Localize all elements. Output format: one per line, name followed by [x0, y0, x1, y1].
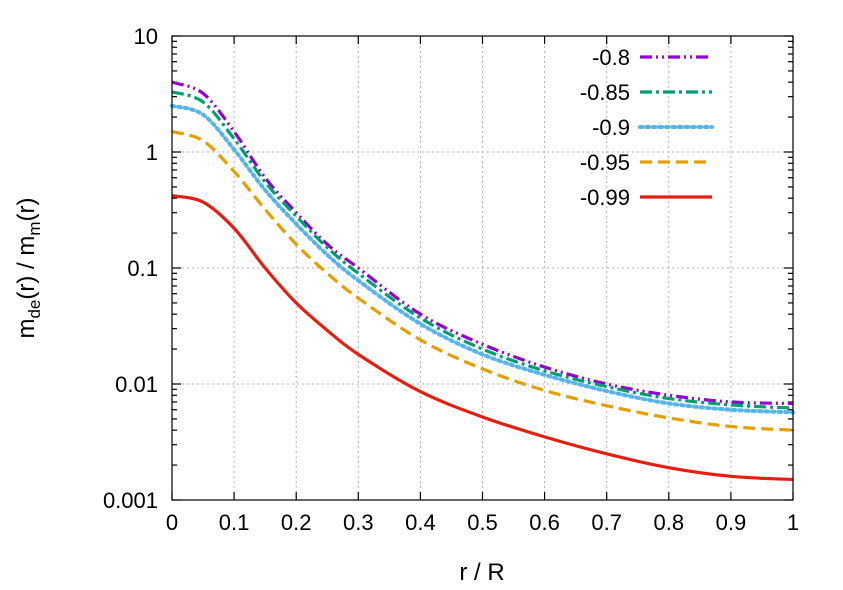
- y-axis-label-main: m: [13, 319, 40, 339]
- series-line: [170, 103, 795, 415]
- y-axis-label-sub2: m: [25, 221, 44, 235]
- x-tick-label: 0.5: [467, 510, 498, 535]
- legend: -0.8 -0.85 -0.9 -0.95 -0.99: [580, 45, 714, 210]
- x-tick-label: 0.6: [529, 510, 560, 535]
- series-lines: [170, 80, 795, 482]
- y-tick-label: 0.001: [103, 488, 158, 513]
- y-tick-label: 10: [134, 24, 158, 49]
- y-tick-label: 0.01: [115, 372, 158, 397]
- grid: [172, 36, 793, 500]
- x-tick-label: 1: [787, 510, 799, 535]
- y-axis-label-sub1: de: [25, 300, 44, 319]
- series-line: [171, 194, 794, 482]
- legend-label: -0.9: [592, 115, 630, 140]
- y-tick-label: 0.1: [127, 256, 158, 281]
- x-tick-label: 0.7: [591, 510, 622, 535]
- plot-frame: [171, 35, 794, 501]
- y-axis-label-mid: (r) / m: [13, 236, 40, 300]
- ticks: 0 0.1 0.2 0.3 0.4 0.5 0.6 0.7 0.8 0.9 1 0.001 0.01 0.…: [103, 24, 799, 535]
- y-tick-label: 1: [146, 140, 158, 165]
- legend-label: -0.95: [580, 150, 630, 175]
- legend-label: -0.8: [592, 45, 630, 70]
- x-tick-label: 0.3: [343, 510, 374, 535]
- x-tick-label: 0: [166, 510, 178, 535]
- legend-label: -0.85: [580, 80, 630, 105]
- legend-label: -0.99: [580, 185, 630, 210]
- x-axis-label: r / R: [459, 559, 504, 586]
- y-axis-label: mde(r) / mm(r): [13, 197, 44, 338]
- series-line: [171, 90, 794, 410]
- series-line: [171, 80, 794, 406]
- x-tick-label: 0.4: [405, 510, 436, 535]
- y-axis-label-end: (r): [13, 197, 40, 221]
- x-tick-label: 0.9: [716, 510, 747, 535]
- series-line: [171, 130, 794, 432]
- x-tick-label: 0.1: [219, 510, 250, 535]
- x-tick-label: 0.8: [654, 510, 685, 535]
- x-tick-label: 0.2: [281, 510, 312, 535]
